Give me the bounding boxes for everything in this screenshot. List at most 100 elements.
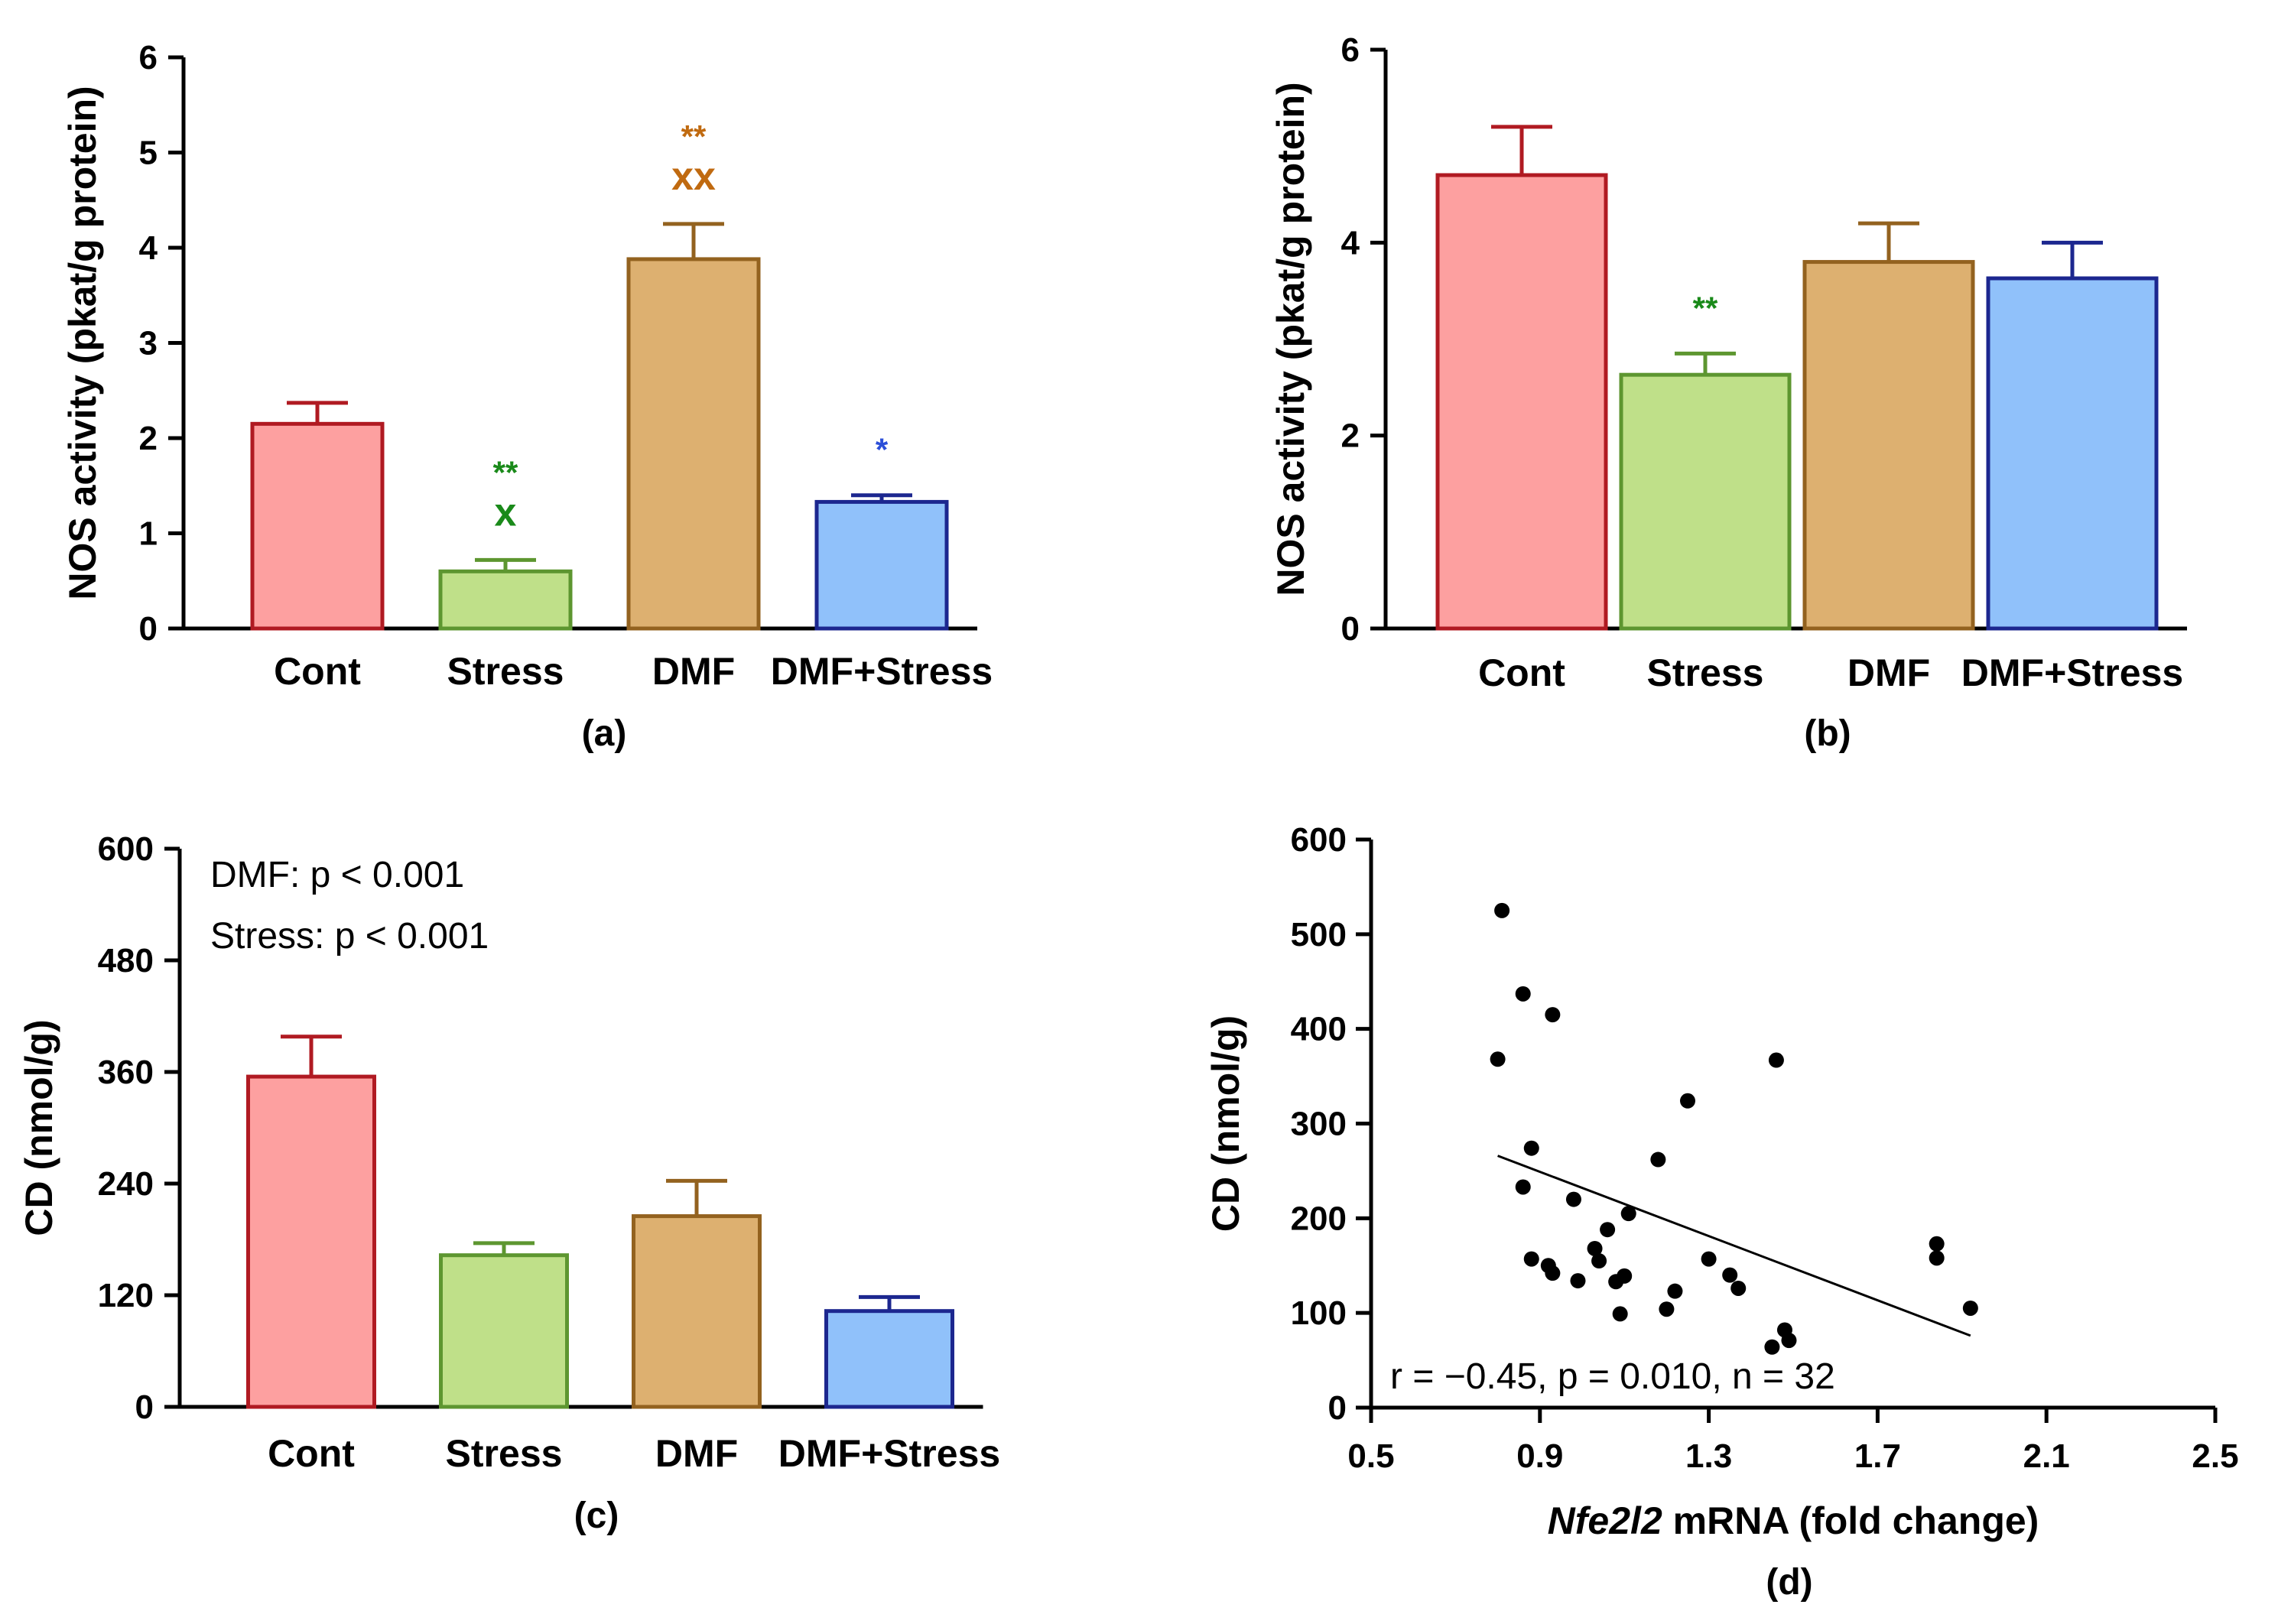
y-tick-label: 6 [139, 39, 158, 76]
category-label: Cont [268, 1432, 355, 1475]
scatter-point [1929, 1250, 1945, 1266]
scatter-point [1701, 1251, 1717, 1267]
scatter-point [1730, 1280, 1747, 1296]
bar [1619, 372, 1792, 631]
y-tick-label: 300 [1291, 1106, 1347, 1143]
y-tick-label: 0 [1341, 610, 1360, 648]
x-axis-label-rest: mRNA (fold change) [1662, 1499, 2039, 1542]
y-tick-label: 1 [139, 515, 158, 553]
bar [1986, 276, 2159, 631]
x-tick-label: 2.5 [2192, 1437, 2238, 1475]
scatter-point [1591, 1253, 1607, 1269]
x-tick-label: 1.7 [1854, 1437, 1901, 1475]
bar [1802, 260, 1975, 631]
y-tick-label: 240 [98, 1165, 154, 1203]
y-tick-label: 200 [1291, 1200, 1347, 1237]
scatter-chart-panel: 0 100 200 300 400 500 600 0.5 0.9 1.3 1.7 2.1 2.5 r =… [1204, 821, 2239, 1603]
significance-mark: ** [681, 119, 707, 154]
scatter-point [1565, 1191, 1581, 1207]
scatter-point [1650, 1151, 1666, 1168]
panel-label: (b) [1804, 713, 1851, 754]
y-axis-label: CD (nmol/g) [1204, 1015, 1247, 1232]
x-tick-label: 1.3 [1685, 1437, 1732, 1475]
scatter-point [1570, 1273, 1586, 1289]
bar [439, 1253, 569, 1409]
scatter-point [1680, 1093, 1695, 1109]
y-tick-label: 2 [1341, 417, 1360, 455]
y-tick-label: 5 [139, 135, 158, 172]
significance-mark: * [876, 432, 889, 468]
scatter-point [1659, 1301, 1675, 1317]
stats-annotation: DMF: p < 0.001 [210, 855, 464, 895]
category-label: DMF [655, 1432, 738, 1475]
category-label: DMF+Stress [1961, 651, 2183, 694]
scatter-point [1781, 1333, 1797, 1349]
scatter-point [1494, 902, 1510, 918]
x-tick-label: 2.1 [2023, 1437, 2070, 1475]
x-tick-label: 0.5 [1347, 1437, 1394, 1475]
scatter-point [1929, 1236, 1945, 1252]
y-tick-label: 480 [98, 942, 154, 979]
scatter-point [1490, 1051, 1506, 1067]
scatter-point [1722, 1267, 1738, 1283]
bar-chart-panel: 0 2 4 6 Cont Stress DMF DMF+Stress ** NOS activit… [1269, 31, 2187, 754]
y-tick-label: 6 [1341, 31, 1360, 69]
bar-chart-panel: 0 120 240 360 480 600 Cont Stress DMF DMF+Stress D… [18, 830, 1000, 1536]
y-tick-label: 0 [1328, 1389, 1347, 1427]
regression-line [1497, 1155, 1971, 1337]
bar [250, 421, 385, 631]
scatter-point [1617, 1268, 1633, 1284]
x-tick-label: 0.9 [1516, 1437, 1563, 1475]
panel-label: (c) [574, 1496, 619, 1536]
x-axis-label: Nfe2l2 mRNA (fold change) [1548, 1499, 2039, 1542]
panel-label: (d) [1766, 1562, 1812, 1603]
y-tick-label: 500 [1291, 916, 1347, 953]
y-tick-label: 2 [139, 420, 158, 457]
gene-name: Nfe2l2 [1548, 1499, 1662, 1542]
bar [824, 1309, 954, 1409]
y-tick-label: 4 [1341, 224, 1360, 261]
scatter-point [1523, 1140, 1539, 1156]
category-label: DMF [1847, 651, 1930, 694]
y-tick-label: 600 [98, 830, 154, 868]
y-tick-label: 0 [139, 610, 158, 648]
bar [626, 257, 761, 631]
significance-mark: ** [1693, 290, 1718, 326]
significance-mark: ** [493, 454, 518, 490]
panel-label: (a) [582, 713, 627, 754]
y-axis-label: NOS activity (pkat/g protein) [61, 86, 104, 599]
y-tick-label: 4 [139, 229, 158, 267]
y-tick-label: 100 [1291, 1294, 1347, 1332]
scatter-point [1545, 1007, 1561, 1023]
scatter-point [1515, 986, 1531, 1002]
y-tick-label: 600 [1291, 821, 1347, 859]
y-tick-label: 400 [1291, 1011, 1347, 1048]
bar [632, 1214, 762, 1409]
bar [814, 499, 949, 631]
significance-mark: xx [671, 154, 716, 199]
category-label: Cont [1478, 651, 1565, 694]
y-axis-label: NOS activity (pkat/g protein) [1269, 82, 1312, 596]
scatter-point [1768, 1052, 1784, 1068]
category-label: Stress [447, 650, 564, 693]
scatter-point [1962, 1300, 1978, 1316]
scatter-point [1620, 1206, 1636, 1222]
y-tick-label: 3 [139, 325, 158, 362]
y-tick-label: 120 [98, 1277, 154, 1314]
y-tick-label: 0 [135, 1389, 154, 1426]
bar [246, 1074, 376, 1409]
category-label: DMF+Stress [778, 1432, 1000, 1475]
bar [438, 569, 573, 631]
scatter-point [1545, 1265, 1561, 1281]
scatter-point [1515, 1179, 1531, 1195]
category-label: Stress [446, 1432, 563, 1475]
y-axis-label: CD (nmol/g) [18, 1019, 60, 1236]
scatter-point [1667, 1283, 1683, 1299]
category-label: DMF+Stress [771, 650, 993, 693]
bar [1435, 173, 1608, 631]
category-label: DMF [652, 650, 735, 693]
scatter-point [1764, 1339, 1780, 1355]
scatter-point [1523, 1251, 1539, 1267]
